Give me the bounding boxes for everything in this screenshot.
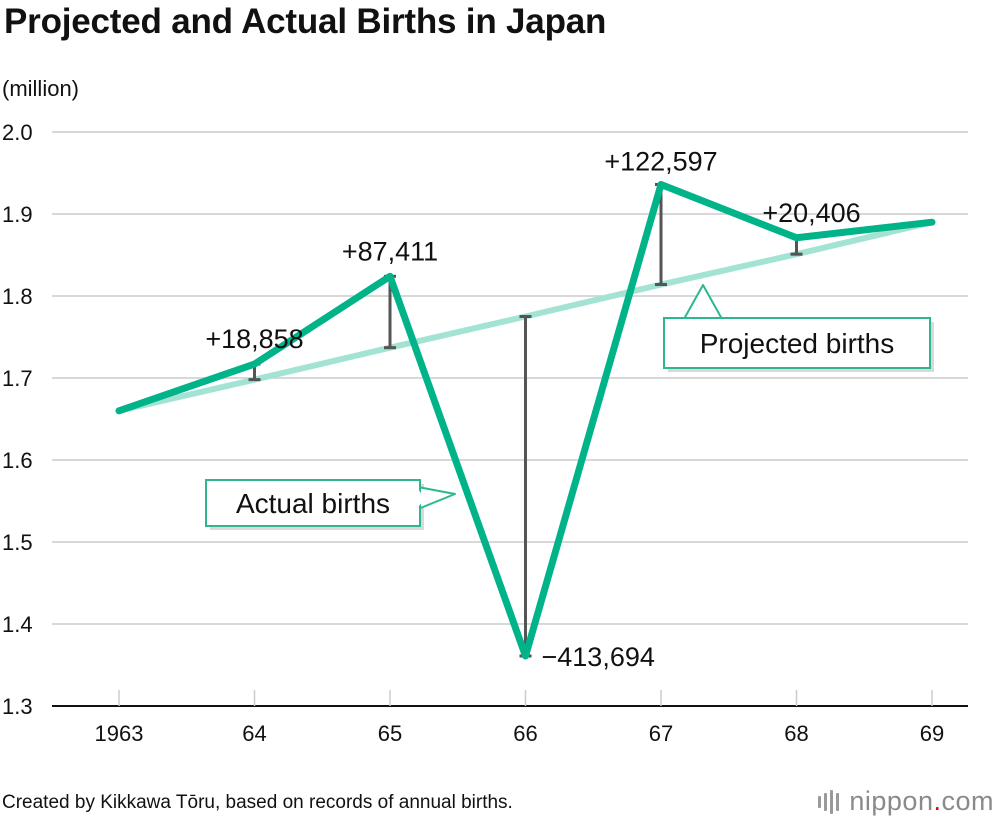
- nippon-logo: nippon.com: [818, 786, 994, 817]
- series-callouts: Actual births Projected births: [205, 284, 934, 530]
- x-tick-label: 67: [649, 721, 673, 746]
- actual-callout-label: Actual births: [236, 488, 390, 519]
- projected-callout-label: Projected births: [700, 328, 895, 359]
- gridlines: [52, 131, 968, 707]
- y-tick-labels: 2.0 1.9 1.8 1.7 1.6 1.5 1.4 1.3: [2, 120, 33, 719]
- actual-births-line: [115, 180, 936, 660]
- y-tick-label: 1.6: [2, 448, 33, 473]
- difference-bars: [248, 182, 803, 658]
- y-tick-label: 2.0: [2, 120, 33, 145]
- difference-label: +87,411: [342, 236, 438, 266]
- x-tick-label: 1963: [95, 721, 144, 746]
- difference-labels: +18,858 +87,411 −413,694 +122,597 +20,406: [205, 146, 860, 672]
- difference-label: +20,406: [762, 198, 860, 228]
- logo-name: nippon: [849, 786, 934, 816]
- y-tick-label: 1.8: [2, 284, 33, 309]
- actual-series: [115, 180, 936, 660]
- source-note: Created by Kikkawa Tōru, based on record…: [2, 792, 513, 813]
- logo-dot: .: [933, 786, 942, 816]
- actual-callout-seam: [418, 489, 425, 507]
- x-tick-label: 69: [920, 721, 944, 746]
- projected-callout-seam: [684, 320, 720, 322]
- difference-label: +122,597: [604, 146, 717, 176]
- logo-bars-icon: [818, 789, 840, 814]
- y-tick-label: 1.7: [2, 366, 33, 391]
- y-tick-label: 1.3: [2, 694, 33, 719]
- logo-tld: com: [941, 786, 994, 816]
- projected-callout-box: [663, 317, 931, 369]
- x-tick-labels: 1963 64 65 66 67 68 69: [95, 690, 944, 746]
- y-tick-label: 1.9: [2, 202, 33, 227]
- difference-label: −413,694: [542, 642, 655, 672]
- x-tick-label: 64: [242, 721, 266, 746]
- chart-title: Projected and Actual Births in Japan: [4, 2, 607, 41]
- x-tick-label: 66: [513, 721, 537, 746]
- y-axis-unit: (million): [2, 76, 79, 101]
- y-tick-label: 1.5: [2, 530, 33, 555]
- x-tick-label: 65: [378, 721, 402, 746]
- difference-label: +18,858: [205, 324, 303, 354]
- projected-callout-pointer: [683, 284, 723, 320]
- y-tick-label: 1.4: [2, 612, 33, 637]
- x-tick-label: 68: [784, 721, 808, 746]
